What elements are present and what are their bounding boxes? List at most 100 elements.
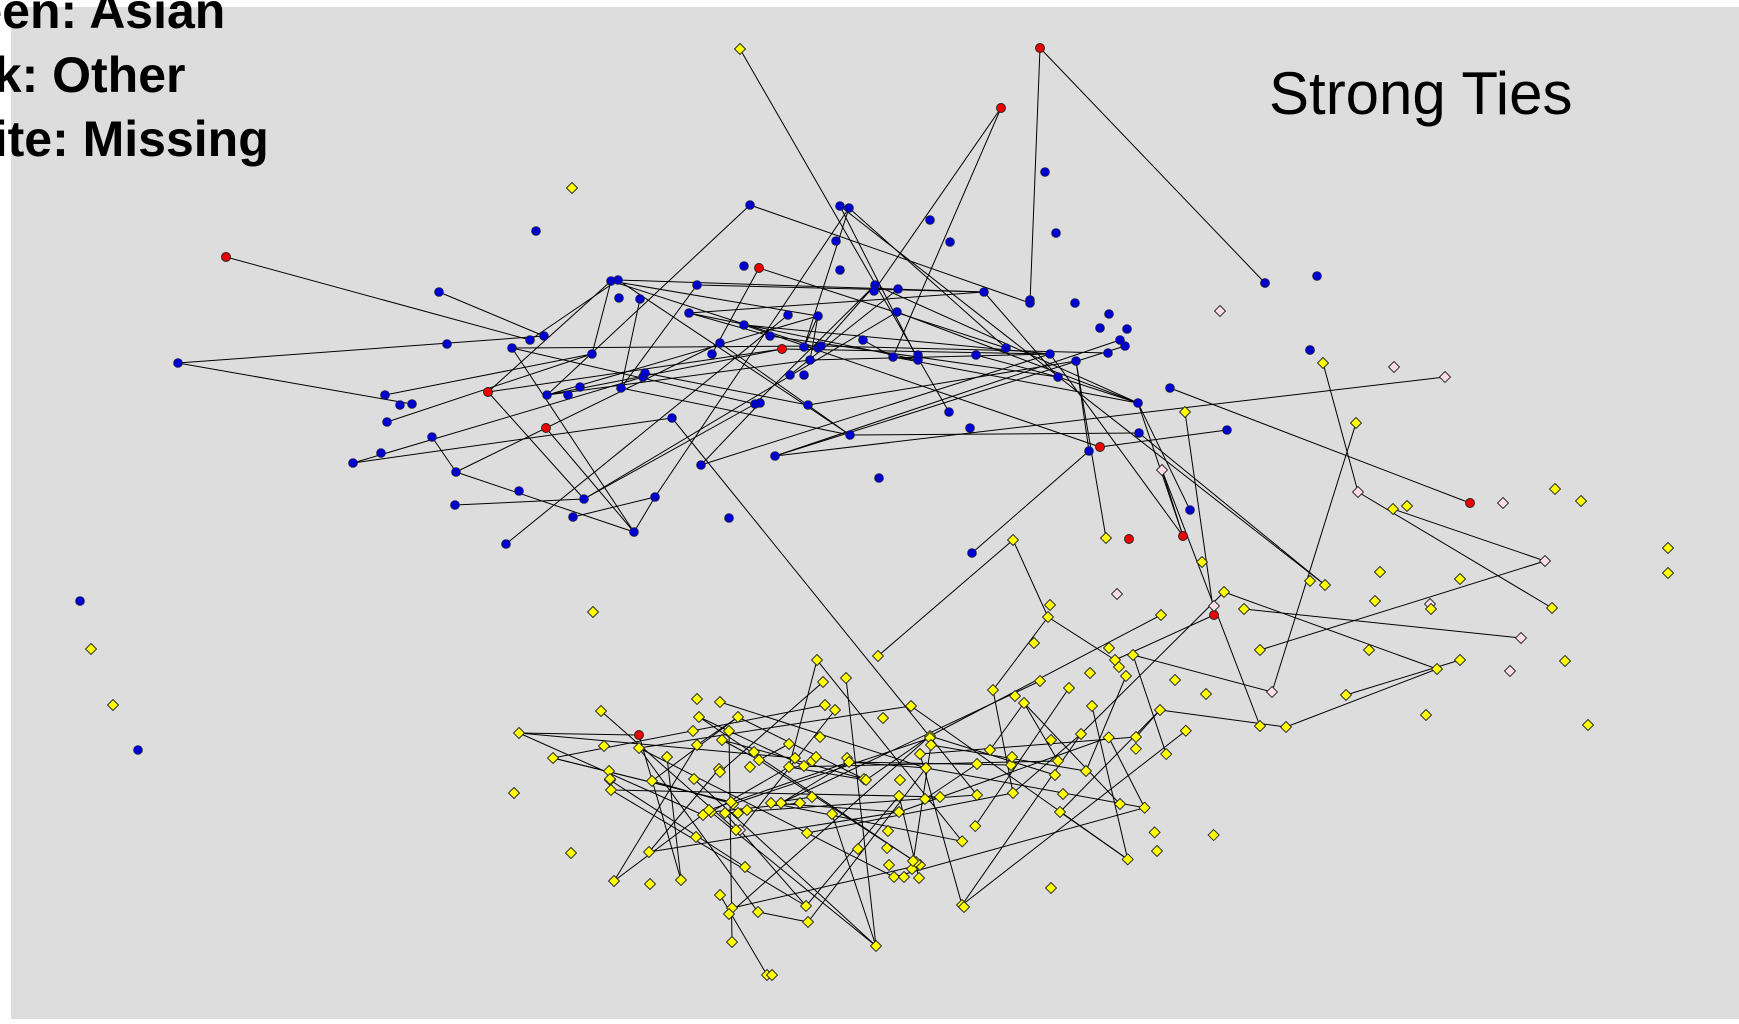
tie-edge — [384, 353, 593, 396]
tie-edge — [873, 107, 1002, 292]
tie-edge — [758, 267, 1007, 349]
tie-edge — [505, 314, 789, 545]
node-blue — [1104, 309, 1114, 319]
node-yellow — [774, 796, 788, 810]
node-yellow — [692, 710, 706, 724]
node-yellow — [645, 774, 659, 788]
node-yellow — [725, 935, 739, 949]
tie-edge — [610, 280, 819, 349]
node-blue — [616, 383, 626, 393]
node-yellow — [1386, 502, 1400, 516]
legend: Green: Asian Pink: Other White: Missing — [0, 0, 269, 171]
node-yellow — [793, 796, 807, 810]
node-blue — [913, 355, 923, 365]
tie-edge — [803, 315, 819, 348]
node-yellow — [1083, 666, 1097, 680]
node-yellow — [731, 710, 745, 724]
node-yellow — [738, 860, 752, 874]
tie-edge — [583, 403, 756, 500]
node-yellow — [1419, 708, 1433, 722]
node-yellow — [1453, 572, 1467, 586]
node-yellow — [1316, 356, 1330, 370]
node-blue — [835, 201, 845, 211]
tie-edge — [454, 498, 585, 506]
node-yellow — [1004, 758, 1018, 772]
nodes-layer — [75, 42, 1675, 982]
node-yellow — [1548, 482, 1562, 496]
node-yellow — [918, 792, 932, 806]
node-blue — [944, 407, 954, 417]
node-pink — [1155, 463, 1169, 477]
node-yellow — [818, 698, 832, 712]
node-yellow — [743, 760, 757, 774]
tie-edge — [511, 347, 635, 533]
node-blue — [1070, 298, 1080, 308]
node-blue — [640, 368, 650, 378]
node-yellow — [1041, 610, 1055, 624]
node-blue — [785, 370, 795, 380]
node-blue — [395, 400, 405, 410]
node-pink — [1538, 554, 1552, 568]
tie-edge — [732, 737, 931, 805]
node-blue — [1053, 372, 1063, 382]
tie-edge — [644, 372, 809, 406]
tie-edge — [431, 436, 457, 473]
tie-edge — [620, 387, 851, 436]
node-blue — [1001, 343, 1011, 353]
node-blue — [844, 203, 854, 213]
node-blue — [1040, 167, 1050, 177]
node-yellow — [859, 773, 873, 787]
node-blue — [579, 494, 589, 504]
node-yellow — [1005, 750, 1019, 764]
node-red — [777, 344, 787, 354]
tie-edge — [919, 736, 1137, 755]
node-yellow — [957, 900, 971, 914]
node-yellow — [809, 750, 823, 764]
tie-edge — [710, 766, 790, 813]
node-yellow — [1043, 598, 1057, 612]
node-yellow — [751, 905, 765, 919]
tie-edge — [1029, 47, 1041, 304]
node-blue — [1260, 278, 1270, 288]
node-yellow — [546, 751, 560, 765]
node-yellow — [765, 968, 779, 982]
tie-edge — [989, 702, 1025, 751]
node-yellow — [715, 733, 729, 747]
node-red — [1465, 498, 1475, 508]
node-yellow — [1168, 673, 1182, 687]
node-yellow — [689, 830, 703, 844]
node-yellow — [713, 695, 727, 709]
node-blue — [893, 284, 903, 294]
node-blue — [707, 349, 717, 359]
node-blue — [1312, 271, 1322, 281]
node-pink — [1438, 370, 1452, 384]
tie-edge — [1132, 654, 1273, 693]
node-yellow — [825, 807, 839, 821]
tie-edge — [820, 284, 876, 347]
node-yellow — [632, 741, 646, 755]
tie-edge — [546, 348, 783, 396]
tie-edge — [749, 204, 1031, 304]
legend-item-other: Pink: Other — [0, 47, 186, 103]
node-yellow — [729, 823, 743, 837]
tie-edge — [1184, 411, 1215, 616]
tie-edge — [638, 705, 912, 749]
node-yellow — [887, 870, 901, 884]
tie-edge — [898, 795, 941, 798]
node-blue — [1115, 335, 1125, 345]
tie-edge — [992, 616, 1049, 691]
tie-edge — [845, 677, 877, 947]
tie-edge — [892, 356, 1139, 404]
node-yellow — [1574, 494, 1588, 508]
node-pink — [1496, 496, 1510, 510]
tie-edge — [583, 311, 898, 500]
node-yellow — [586, 605, 600, 619]
tie-edge — [671, 417, 978, 796]
tie-edge — [617, 279, 851, 436]
node-yellow — [1430, 662, 1444, 676]
node-blue — [629, 527, 639, 537]
node-yellow — [1303, 574, 1317, 588]
node-blue — [805, 355, 815, 365]
tie-edge — [455, 471, 635, 533]
